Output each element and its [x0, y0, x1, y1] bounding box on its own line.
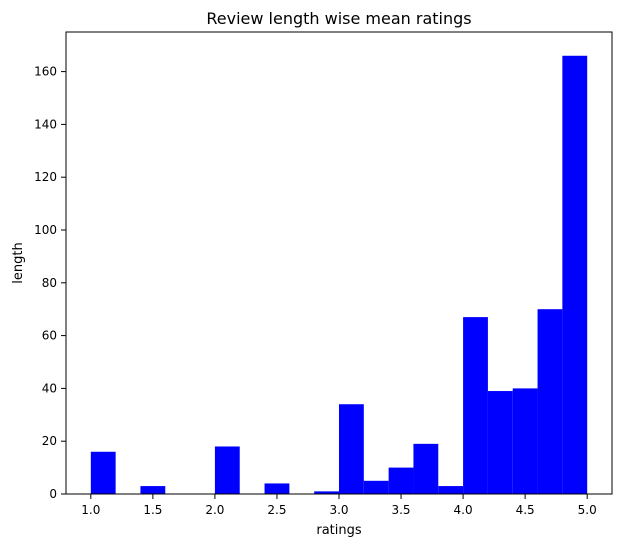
histogram-bar-13	[413, 443, 439, 494]
x-axis-label: ratings	[316, 523, 362, 538]
y-tick-label-8: 160	[34, 65, 57, 79]
histogram-bar-18	[537, 309, 563, 494]
histogram-bar-19	[562, 55, 588, 494]
histogram-bar-12	[388, 467, 414, 494]
y-tick-label-5: 100	[34, 223, 57, 237]
x-tick-label-8: 5.0	[578, 503, 597, 517]
x-tick-label-6: 4.0	[454, 503, 473, 517]
x-tick-label-2: 2.0	[205, 503, 224, 517]
x-tick-label-0: 1.0	[81, 503, 100, 517]
histogram-bar-0	[90, 451, 116, 494]
histogram-bar-14	[438, 486, 464, 494]
histogram-bar-10	[339, 404, 364, 494]
histogram-bar-5	[214, 446, 240, 494]
y-tick-label-2: 40	[42, 381, 57, 395]
histogram-bar-16	[487, 391, 513, 494]
x-tick-label-7: 4.5	[516, 503, 535, 517]
y-tick-label-7: 140	[34, 117, 57, 131]
x-tick-label-1: 1.5	[143, 503, 162, 517]
histogram-bar-7	[264, 483, 290, 494]
x-axis-ticks: 1.0 1.5 2.0 2.5 3.0 3.5 4.0 4.5 5.0	[81, 494, 597, 517]
y-axis-ticks: 0 20 40 60 80 100 120 140 160	[34, 65, 66, 501]
x-tick-label-3: 2.5	[267, 503, 286, 517]
y-tick-label-6: 120	[34, 170, 57, 184]
histogram-bar-9	[314, 491, 339, 494]
histogram-bar-2	[140, 486, 166, 494]
histogram-bar-15	[463, 317, 488, 494]
y-tick-label-3: 60	[42, 329, 57, 343]
bars-layer	[90, 55, 588, 494]
y-tick-label-0: 0	[49, 487, 57, 501]
histogram-bar-11	[363, 480, 389, 494]
x-tick-label-5: 3.5	[391, 503, 410, 517]
y-axis-label: length	[11, 242, 26, 283]
chart-title: Review length wise mean ratings	[206, 9, 471, 28]
histogram-bar-17	[512, 388, 538, 494]
y-tick-label-1: 20	[42, 434, 57, 448]
y-tick-label-4: 80	[42, 276, 57, 290]
x-tick-label-4: 3.0	[329, 503, 348, 517]
